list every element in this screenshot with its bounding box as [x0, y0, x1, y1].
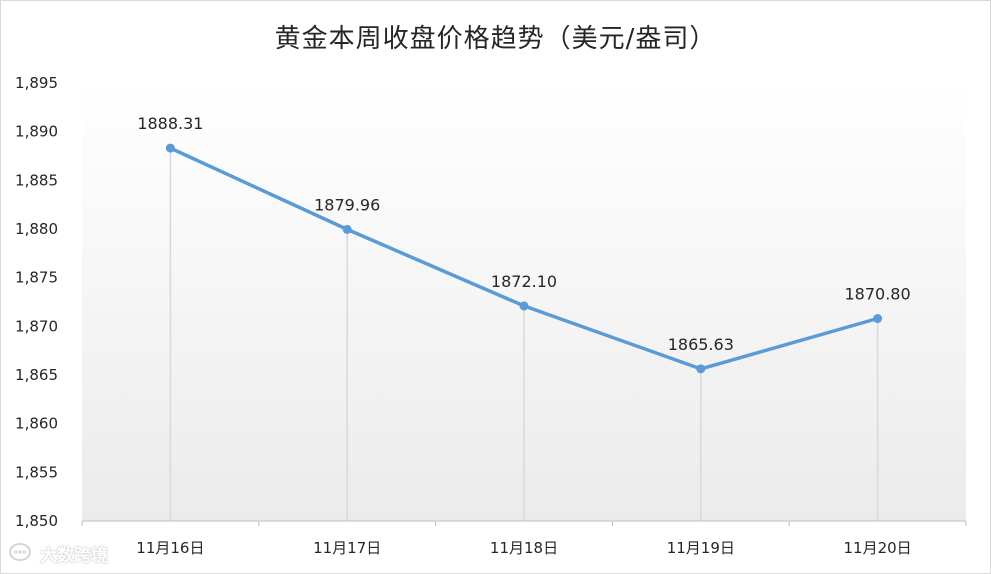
data-point — [165, 143, 175, 153]
y-tick-label: 1,880 — [15, 220, 58, 238]
chart-title: 黄金本周收盘价格趋势（美元/盎司） — [274, 24, 717, 54]
data-label: 1888.31 — [137, 114, 203, 133]
watermark-text: 大数跨境 — [40, 545, 108, 566]
chat-bubble-logo-icon — [9, 543, 31, 561]
x-tick-label: 11月17日 — [313, 539, 381, 557]
y-tick-label: 1,895 — [15, 74, 58, 92]
x-tick-label: 11月20日 — [844, 539, 912, 557]
y-tick-label: 1,875 — [15, 269, 58, 287]
data-label: 1879.96 — [314, 195, 380, 214]
y-tick-label: 1,865 — [15, 366, 58, 384]
data-point — [696, 364, 706, 374]
data-point — [342, 224, 352, 234]
x-tick-label: 11月18日 — [490, 539, 558, 557]
y-tick-label: 1,870 — [15, 317, 58, 335]
y-tick-label: 1,855 — [15, 463, 58, 481]
x-tick-label: 11月16日 — [136, 539, 204, 557]
y-tick-label: 1,890 — [15, 123, 58, 141]
data-label: 1870.80 — [845, 285, 911, 304]
data-label: 1872.10 — [491, 272, 557, 291]
y-tick-label: 1,885 — [15, 171, 58, 189]
data-point — [519, 301, 529, 311]
y-tick-label: 1,850 — [15, 512, 58, 530]
data-point — [873, 314, 883, 324]
watermark: 大数跨境 — [8, 540, 108, 566]
data-label: 1865.63 — [668, 335, 734, 354]
x-tick-label: 11月19日 — [667, 539, 735, 557]
y-tick-label: 1,860 — [15, 415, 58, 433]
